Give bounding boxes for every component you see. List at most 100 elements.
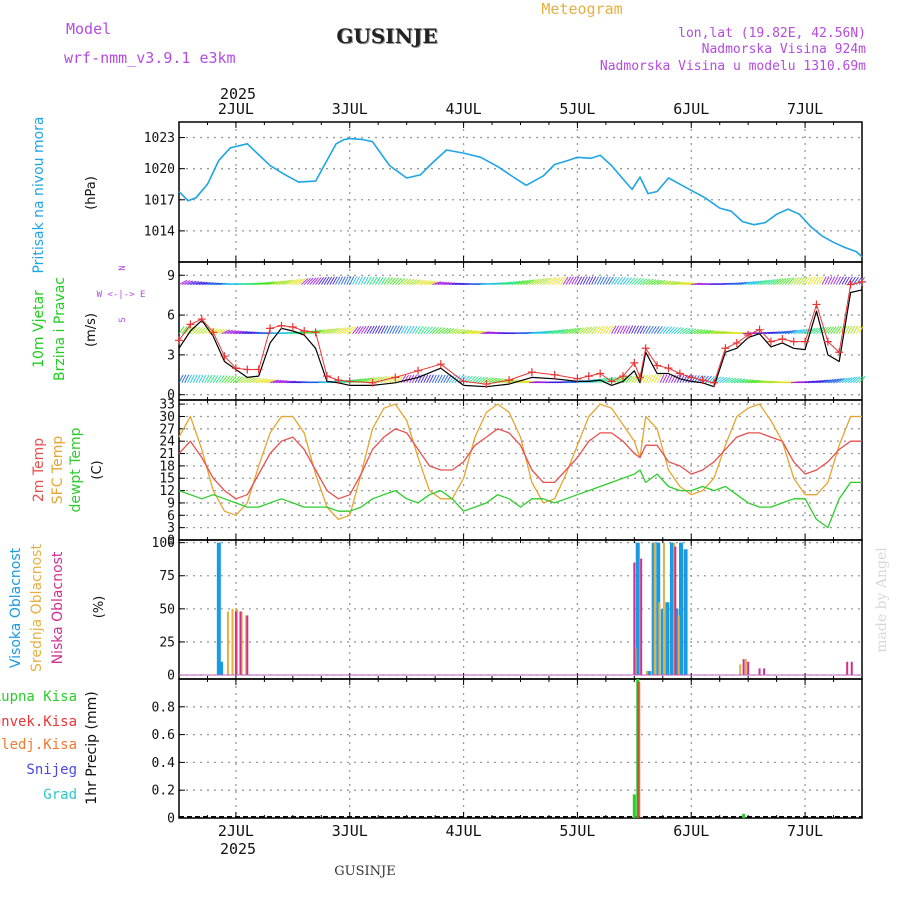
wind-barb (443, 374, 449, 384)
clouds-frame (178, 539, 863, 680)
wind-barb (557, 329, 566, 335)
wind-barb (443, 327, 452, 335)
wind-barb (258, 378, 268, 384)
legend-hail: Grad (43, 787, 77, 803)
wind-barb (195, 281, 205, 286)
wind-barb (511, 280, 521, 286)
wind-barb (377, 325, 383, 334)
wind-barb (360, 325, 367, 334)
wind-barb (303, 277, 311, 285)
wind-gust-marker (618, 372, 627, 381)
wind-barb (264, 378, 273, 384)
wind-barb (201, 374, 207, 383)
wind-barb (568, 327, 577, 335)
wind-barb (315, 329, 324, 335)
wind-barb (782, 330, 792, 335)
wind-barb (725, 331, 735, 335)
wind-barb (855, 325, 861, 334)
wind-barb (486, 331, 496, 335)
wind-barb (858, 375, 866, 384)
wind-barb (409, 279, 418, 285)
wind-barb (796, 276, 803, 285)
wind-barb (787, 277, 795, 285)
wind-gust-marker (334, 376, 343, 385)
wind-barb (357, 276, 363, 285)
cloud-bar (763, 668, 766, 676)
wind-barb (406, 374, 412, 384)
wind-barb (480, 376, 489, 384)
wind-barb (668, 374, 674, 383)
wind-barb (682, 282, 692, 286)
wind-gust-marker (636, 373, 645, 382)
wind-barb (215, 375, 222, 384)
wind-barb (662, 326, 669, 334)
wind-barb (523, 380, 533, 384)
wind-gust-marker (607, 377, 616, 386)
cloud-bar (647, 671, 652, 676)
wind-barb (389, 277, 396, 285)
y-tick-label: 1020 (144, 162, 175, 177)
wind-barb (337, 276, 344, 285)
wind-barb (702, 375, 709, 384)
wind-gust-marker (778, 334, 787, 343)
wind-barb (725, 377, 734, 384)
wind-barb (628, 277, 636, 285)
wind-barb (195, 327, 203, 335)
wind-barb (579, 276, 585, 285)
wind-barb (428, 374, 434, 383)
wind-barb (773, 278, 782, 285)
wind-barb (417, 326, 424, 334)
wind-barb (853, 376, 861, 384)
wind-barb (596, 325, 603, 334)
wind-barb (574, 327, 582, 335)
wind-barb (483, 377, 492, 384)
cloud-bar (656, 542, 661, 676)
wind-barb (244, 377, 253, 384)
wind-barb (673, 327, 682, 335)
wind-barb (471, 330, 481, 335)
wind-barb (272, 280, 282, 286)
cloud-bar (226, 611, 229, 676)
wind-barb (750, 379, 760, 384)
wind-barb (605, 276, 611, 285)
wind-barb (838, 276, 844, 285)
precip-unit: 1hr Precip (mm) (84, 691, 100, 804)
wind-barb (426, 280, 436, 286)
wind-barb (178, 374, 184, 383)
wind-barb (374, 276, 381, 285)
wind-barb (764, 279, 774, 285)
wind-gust-marker (710, 378, 719, 387)
wind-barb (824, 326, 832, 334)
wind-barb (227, 329, 236, 335)
wind-barb (301, 278, 309, 285)
wind-barb (841, 276, 847, 285)
panel-precip: 0 0.2 0.4 0.6 0.8 (152, 678, 863, 827)
top-day-labels: 2JUL 3JUL 4JUL 5JUL 6JUL 7JUL (218, 100, 823, 118)
wind-barb (349, 276, 355, 285)
wind-barb (195, 374, 201, 383)
wind-barb (668, 326, 676, 334)
wind-gust-marker (732, 338, 741, 347)
wind-barb (363, 276, 369, 285)
cloud-bar (240, 611, 243, 676)
wind-barb (551, 329, 561, 335)
wind-barb (537, 278, 545, 285)
pressure-line (178, 137, 863, 258)
y-tick-label: 6 (167, 309, 175, 324)
wind-barb (446, 282, 456, 286)
wind-barb (400, 325, 406, 334)
day-label-bottom: 2JUL (218, 822, 254, 840)
product-title: Meteogram (541, 0, 622, 18)
wind-barb (383, 325, 389, 334)
wind-gust-marker (197, 315, 206, 324)
wind-barb (819, 379, 829, 384)
wind-barb (460, 329, 470, 335)
day-label-top: 7JUL (787, 100, 823, 118)
wind-barb (568, 276, 574, 285)
wind-barb (648, 325, 654, 334)
wind-barb (625, 375, 632, 384)
wind-barb (636, 325, 642, 334)
wind-barb (562, 328, 572, 335)
wind-gust-marker (653, 361, 662, 370)
wind-barb (391, 325, 397, 334)
